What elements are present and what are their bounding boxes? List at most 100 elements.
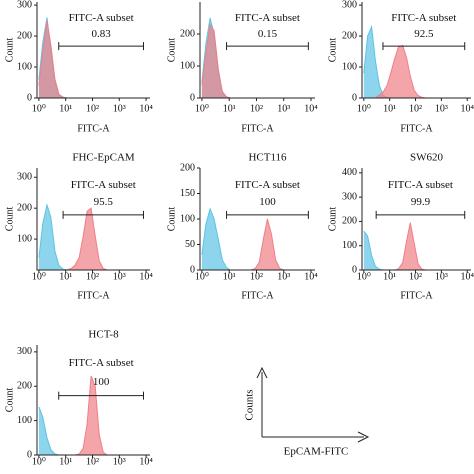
y-axis-label: Count: [4, 388, 15, 413]
gate-bar: [62, 210, 144, 219]
gate-label: FITC-A subset: [71, 179, 136, 191]
x-tick-label: 10⁰: [195, 271, 209, 282]
schematic-y-label: Counts: [244, 389, 256, 420]
histogram-fill: [38, 205, 120, 270]
x-axis-label: FITC-A: [241, 290, 274, 301]
x-axis-label: FITC-A: [77, 123, 110, 134]
panel: 0 100 200 300 10⁰ 10¹ 10² 10³ 10⁴ FITC-A Count FITC…: [4, 0, 153, 134]
x-tick-label: 10²: [86, 271, 99, 282]
schematic-x-arrow: [262, 431, 370, 443]
panel-title: HCT116: [248, 152, 287, 164]
x-tick-label: 10²: [409, 103, 422, 114]
y-tick-label: 50: [185, 239, 195, 250]
x-axis-label: FITC-A: [400, 123, 433, 134]
y-tick-label: 200: [342, 216, 357, 227]
gate-label: FITC-A subset: [235, 179, 300, 191]
y-axis-label: Count: [166, 38, 177, 63]
x-tick-label: 10⁴: [139, 103, 153, 114]
x-tick-label: 10⁴: [139, 456, 153, 467]
y-tick-label: 150: [180, 188, 195, 199]
x-tick-label: 10⁰: [195, 103, 209, 114]
gate-value: 0.83: [91, 28, 111, 40]
panel: 010020030010⁰10¹10²10³10⁴FITC-ACountHCT-…: [4, 329, 153, 468]
gate-label: FITC-A subset: [69, 12, 134, 24]
x-axis-label: FITC-A: [400, 290, 433, 301]
histogram-outline: [38, 406, 120, 456]
histogram-fill: [201, 24, 284, 98]
y-tick-label: 0: [190, 264, 195, 275]
x-tick-label: 10²: [250, 271, 263, 282]
y-axis-label: Count: [327, 38, 338, 63]
axes: [36, 168, 150, 271]
x-axis-label: FITC-A: [241, 123, 274, 134]
x-tick-label: 10³: [277, 103, 290, 114]
gate-label: FITC-A subset: [69, 357, 134, 369]
panel: 0 50 100 150 200 10⁰ 10¹ 10² 10³ 10⁴ FITC-A Count HC…: [166, 152, 318, 302]
gate-bar: [375, 210, 466, 219]
panel: 100 200 300 10⁰ 10¹ 10² 10³ 10⁴ FITC-A Count FHC-E…: [4, 152, 153, 302]
gate-value: 99.9: [411, 196, 431, 208]
gate-bar: [226, 42, 309, 51]
panel-title: HCT-8: [88, 329, 119, 341]
x-tick-label: 10²: [86, 103, 99, 114]
schematic: Counts EpCAM-FITC: [244, 366, 370, 458]
schematic-y-arrow: [256, 366, 268, 437]
x-tick-label: 10⁴: [304, 103, 318, 114]
y-tick-label: 400: [342, 167, 357, 178]
y-tick-label: 0: [190, 92, 195, 103]
x-tick-label: 10²: [409, 271, 422, 282]
x-tick-label: 10⁰: [357, 103, 371, 114]
x-tick-label: 10¹: [223, 103, 236, 114]
y-tick-label: 100: [17, 415, 32, 426]
histogram-fill: [38, 20, 120, 99]
y-axis-label: Count: [327, 207, 338, 232]
x-tick-label: 10⁴: [460, 103, 474, 114]
panel: 0 100 200 300 400 10⁰ 10¹ 10² 10³ 10⁴ FITC-A Count S…: [327, 152, 474, 302]
x-tick-label: 10³: [435, 103, 448, 114]
y-tick-label: 100: [17, 233, 32, 244]
y-tick-label: 200: [180, 28, 195, 39]
histogram-fill: [363, 26, 442, 98]
histogram-fill: [201, 219, 284, 270]
gate-label: FITC-A subset: [391, 12, 456, 24]
panel: 0 100 200 10⁰ 10¹ 10² 10³ 10⁴ FITC-A Count FITC-A …: [166, 2, 318, 134]
x-axis-label: FITC-A: [77, 290, 110, 301]
x-tick-label: 10⁴: [304, 271, 318, 282]
y-tick-label: 300: [342, 0, 357, 10]
y-tick-label: 100: [342, 61, 357, 72]
schematic-x-label: EpCAM-FITC: [284, 446, 349, 458]
x-tick-label: 10²: [86, 456, 99, 467]
x-tick-label: 10²: [250, 103, 263, 114]
y-tick-label: 200: [342, 30, 357, 41]
x-tick-label: 10³: [113, 456, 126, 467]
x-tick-label: 10¹: [59, 103, 72, 114]
y-tick-label: 100: [17, 61, 32, 72]
panel-title: SW620: [410, 152, 444, 164]
x-tick-label: 10³: [113, 271, 126, 282]
x-tick-label: 10⁴: [139, 271, 153, 282]
x-tick-label: 10³: [277, 271, 290, 282]
x-tick-label: 10⁰: [32, 456, 46, 467]
y-tick-label: 200: [180, 162, 195, 173]
y-tick-label: 0: [27, 449, 32, 460]
x-tick-label: 10⁴: [460, 271, 474, 282]
y-tick-label: 100: [180, 213, 195, 224]
gate-value: 0.15: [258, 28, 278, 40]
panel-title: FHC-EpCAM: [72, 152, 135, 164]
y-axis-label: Count: [4, 38, 15, 63]
panel: 0 100 200 300 10⁰ 10¹ 10² 10³ 10⁴ FITC-A Count FITC…: [327, 0, 474, 134]
y-tick-label: 0: [27, 92, 32, 103]
y-axis-label: Count: [4, 207, 15, 232]
gate-value: 92.5: [414, 28, 434, 40]
gate-bar: [58, 391, 144, 400]
gate-bar: [58, 42, 144, 51]
x-tick-label: 10⁰: [357, 271, 371, 282]
x-tick-label: 10³: [435, 271, 448, 282]
x-tick-label: 10³: [113, 103, 126, 114]
x-tick-label: 10⁰: [32, 103, 46, 114]
x-tick-label: 10¹: [59, 456, 72, 467]
y-tick-label: 200: [17, 202, 32, 213]
histogram-outline: [363, 222, 442, 271]
x-tick-label: 10¹: [383, 271, 396, 282]
